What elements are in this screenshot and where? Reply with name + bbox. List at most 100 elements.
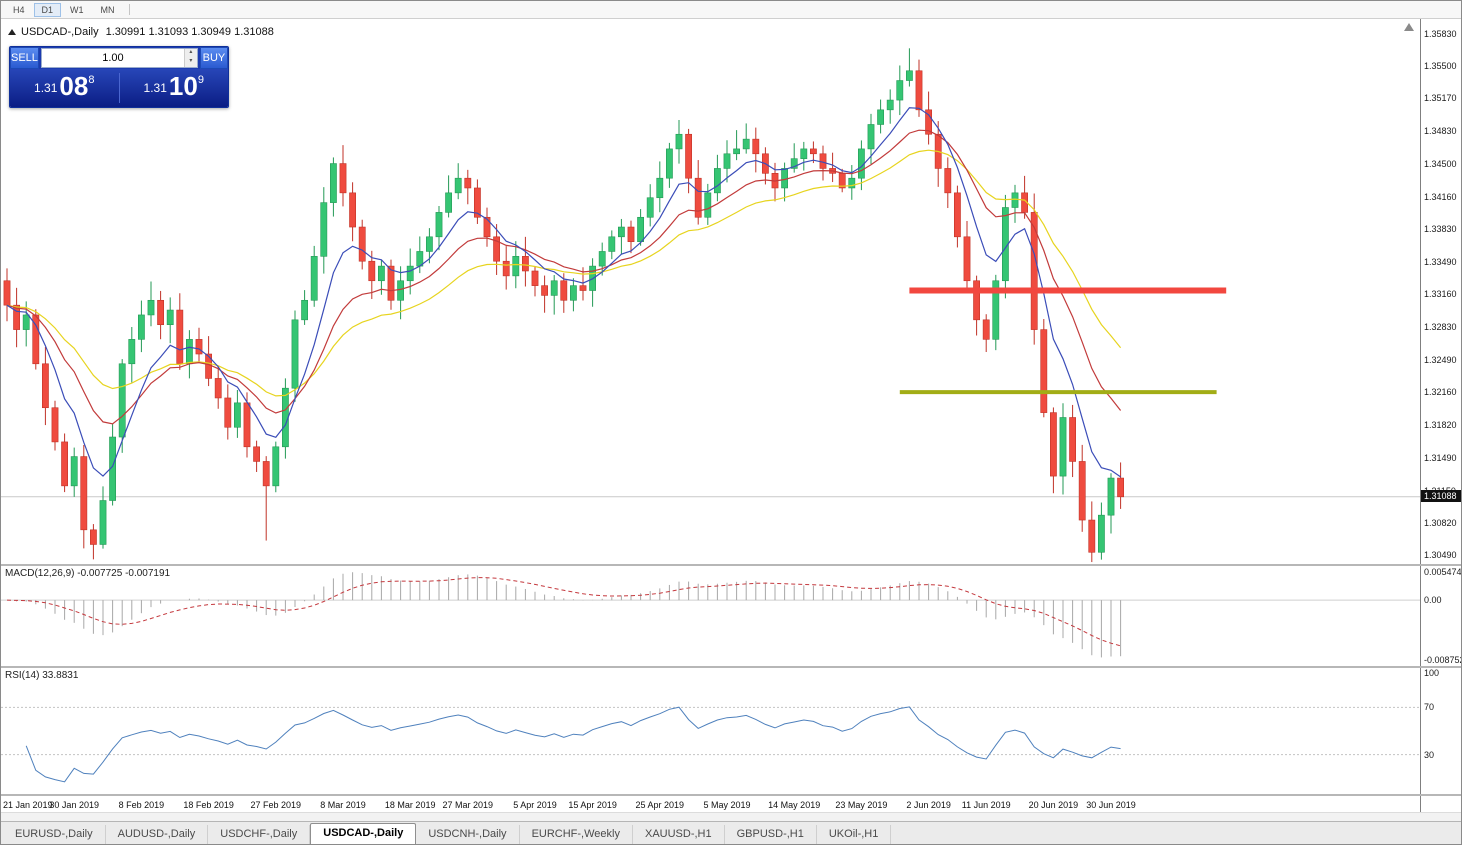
chart-area: USDCAD-,Daily 1.30991 1.31093 1.30949 1.… bbox=[1, 19, 1461, 813]
price-tick-label: 1.32160 bbox=[1424, 387, 1457, 398]
rsi-tick-label: 100 bbox=[1424, 668, 1440, 678]
lot-size-box: ▴ ▾ bbox=[40, 48, 198, 68]
chart-symbol-period: USDCAD-,Daily bbox=[21, 26, 99, 38]
tab-eurchf-weekly[interactable]: EURCHF-,Weekly bbox=[520, 825, 633, 844]
date-label: 27 Mar 2019 bbox=[443, 800, 494, 810]
price-tick-label: 1.35170 bbox=[1424, 93, 1457, 104]
rsi-axis: 100 70 30 bbox=[1420, 668, 1461, 794]
date-axis-corner bbox=[1420, 796, 1461, 813]
chart-shift-marker-icon[interactable] bbox=[1404, 23, 1414, 31]
date-label: 8 Mar 2019 bbox=[320, 800, 366, 810]
tab-xauusd-h1[interactable]: XAUUSD-,H1 bbox=[633, 825, 725, 844]
price-tick-label: 1.30820 bbox=[1424, 517, 1457, 528]
macd-canvas[interactable] bbox=[1, 566, 1420, 666]
trade-controls-row: SELL ▴ ▾ BUY bbox=[10, 47, 228, 69]
date-label: 27 Feb 2019 bbox=[251, 800, 302, 810]
tab-usdcad-daily[interactable]: USDCAD-,Daily bbox=[310, 823, 417, 844]
price-tick-label: 1.34830 bbox=[1424, 126, 1457, 137]
price-chart-plot[interactable]: USDCAD-,Daily 1.30991 1.31093 1.30949 1.… bbox=[1, 19, 1420, 564]
date-label: 8 Feb 2019 bbox=[119, 800, 165, 810]
date-label: 14 May 2019 bbox=[768, 800, 820, 810]
ma-line-26 bbox=[6, 149, 1122, 397]
one-click-trading-panel: SELL ▴ ▾ BUY 1.31088 bbox=[9, 46, 229, 108]
sell-button[interactable]: SELL bbox=[10, 47, 39, 69]
timeframe-button-w1[interactable]: W1 bbox=[70, 4, 84, 15]
price-tick-label: 1.34160 bbox=[1424, 191, 1457, 202]
sell-price-display[interactable]: 1.31 08 8 bbox=[10, 73, 119, 103]
rsi-tick-label: 70 bbox=[1424, 702, 1435, 713]
price-tick-label: 1.32490 bbox=[1424, 354, 1457, 365]
macd-plot[interactable]: MACD(12,26,9) -0.007725 -0.007191 bbox=[1, 566, 1420, 666]
rsi-label: RSI(14) 33.8831 bbox=[5, 670, 79, 681]
candlestick-canvas[interactable] bbox=[1, 19, 1420, 564]
date-label: 20 Jun 2019 bbox=[1029, 800, 1079, 810]
date-label: 25 Apr 2019 bbox=[636, 800, 685, 810]
tab-ukoil-h1[interactable]: UKOil-,H1 bbox=[817, 825, 892, 844]
tab-gbpusd-h1[interactable]: GBPUSD-,H1 bbox=[725, 825, 817, 844]
timeframe-button-d1[interactable]: D1 bbox=[33, 2, 62, 17]
macd-signal-line bbox=[6, 577, 1121, 647]
buy-button[interactable]: BUY bbox=[199, 47, 228, 69]
timeframe-button-group: H4 D1 W1 MN bbox=[5, 2, 124, 17]
buy-price-big: 10 bbox=[168, 71, 198, 101]
candles-layer bbox=[3, 48, 1124, 563]
tab-audusd-daily[interactable]: AUDUSD-,Daily bbox=[106, 825, 209, 844]
chart-title: USDCAD-,Daily 1.30991 1.31093 1.30949 1.… bbox=[8, 26, 274, 38]
price-tick-label: 1.33830 bbox=[1424, 223, 1457, 234]
date-label: 5 May 2019 bbox=[703, 800, 750, 810]
sell-price-big: 08 bbox=[59, 71, 89, 101]
date-label: 5 Apr 2019 bbox=[513, 800, 557, 810]
price-tick-label: 1.34500 bbox=[1424, 158, 1457, 169]
pane-separator bbox=[1, 794, 1461, 796]
macd-tick-label: -0.008752 bbox=[1424, 655, 1462, 665]
lot-spinner: ▴ ▾ bbox=[183, 49, 197, 67]
price-tick-label: 1.35830 bbox=[1424, 28, 1457, 39]
macd-histogram bbox=[16, 572, 1122, 658]
lot-increase-button[interactable]: ▴ bbox=[184, 49, 197, 58]
date-label: 18 Feb 2019 bbox=[183, 800, 234, 810]
timeframe-button-h4[interactable]: H4 bbox=[13, 4, 25, 15]
buy-price-sup: 9 bbox=[197, 74, 204, 86]
price-tick-label: 1.33490 bbox=[1424, 257, 1457, 268]
lot-size-input[interactable] bbox=[41, 49, 184, 67]
date-label: 30 Jan 2019 bbox=[49, 800, 99, 810]
tab-usdchf-daily[interactable]: USDCHF-,Daily bbox=[208, 825, 311, 844]
chart-ohlc-values: 1.30991 1.31093 1.30949 1.31088 bbox=[105, 26, 274, 38]
date-label: 15 Apr 2019 bbox=[568, 800, 617, 810]
trade-prices-row: 1.31 08 8 1.31 10 9 bbox=[10, 69, 228, 107]
rsi-canvas[interactable] bbox=[1, 668, 1420, 794]
tab-usdcnh-daily[interactable]: USDCNH-,Daily bbox=[416, 825, 520, 844]
macd-label: MACD(12,26,9) -0.007725 -0.007191 bbox=[5, 568, 171, 579]
date-label: 21 Jan 2019 bbox=[3, 800, 53, 810]
current-price-tag: 1.31088 bbox=[1421, 489, 1461, 502]
timeframe-button-mn[interactable]: MN bbox=[100, 4, 115, 15]
rsi-tick-label: 30 bbox=[1424, 749, 1435, 760]
date-label: 23 May 2019 bbox=[835, 800, 887, 810]
buy-price-prefix: 1.31 bbox=[143, 81, 167, 95]
date-label: 2 Jun 2019 bbox=[906, 800, 951, 810]
sell-price-prefix: 1.31 bbox=[34, 81, 58, 95]
date-label: 30 Jun 2019 bbox=[1086, 800, 1136, 810]
buy-price-display[interactable]: 1.31 10 9 bbox=[120, 73, 229, 103]
rsi-plot[interactable]: RSI(14) 33.8831 bbox=[1, 668, 1420, 794]
pane-separator[interactable] bbox=[1, 564, 1461, 566]
chart-tabs-bar: EURUSD-,Daily AUDUSD-,Daily USDCHF-,Daily U… bbox=[1, 821, 1461, 844]
price-tick-label: 1.30490 bbox=[1424, 550, 1457, 561]
date-axis[interactable]: 21 Jan 2019 30 Jan 2019 8 Feb 2019 18 Feb 2… bbox=[1, 796, 1420, 813]
tab-eurusd-daily[interactable]: EURUSD-,Daily bbox=[3, 825, 106, 844]
pane-separator[interactable] bbox=[1, 666, 1461, 668]
macd-tick-label: 0.005474 bbox=[1424, 567, 1462, 577]
macd-tick-label: 0.00 bbox=[1424, 595, 1442, 606]
rsi-line bbox=[25, 706, 1121, 783]
ma-line-15 bbox=[6, 129, 1122, 425]
lot-decrease-button[interactable]: ▾ bbox=[184, 58, 197, 67]
price-tick-label: 1.32830 bbox=[1424, 321, 1457, 332]
price-axis[interactable]: 1.35830 1.35500 1.35170 1.34830 1.34500 1.341… bbox=[1420, 19, 1461, 564]
ma-line-7 bbox=[6, 107, 1121, 478]
horizontal-scroll-strip[interactable] bbox=[1, 812, 1461, 821]
price-tick-label: 1.31490 bbox=[1424, 452, 1457, 463]
date-label: 11 Jun 2019 bbox=[962, 800, 1011, 810]
toolbar-separator bbox=[128, 4, 130, 15]
